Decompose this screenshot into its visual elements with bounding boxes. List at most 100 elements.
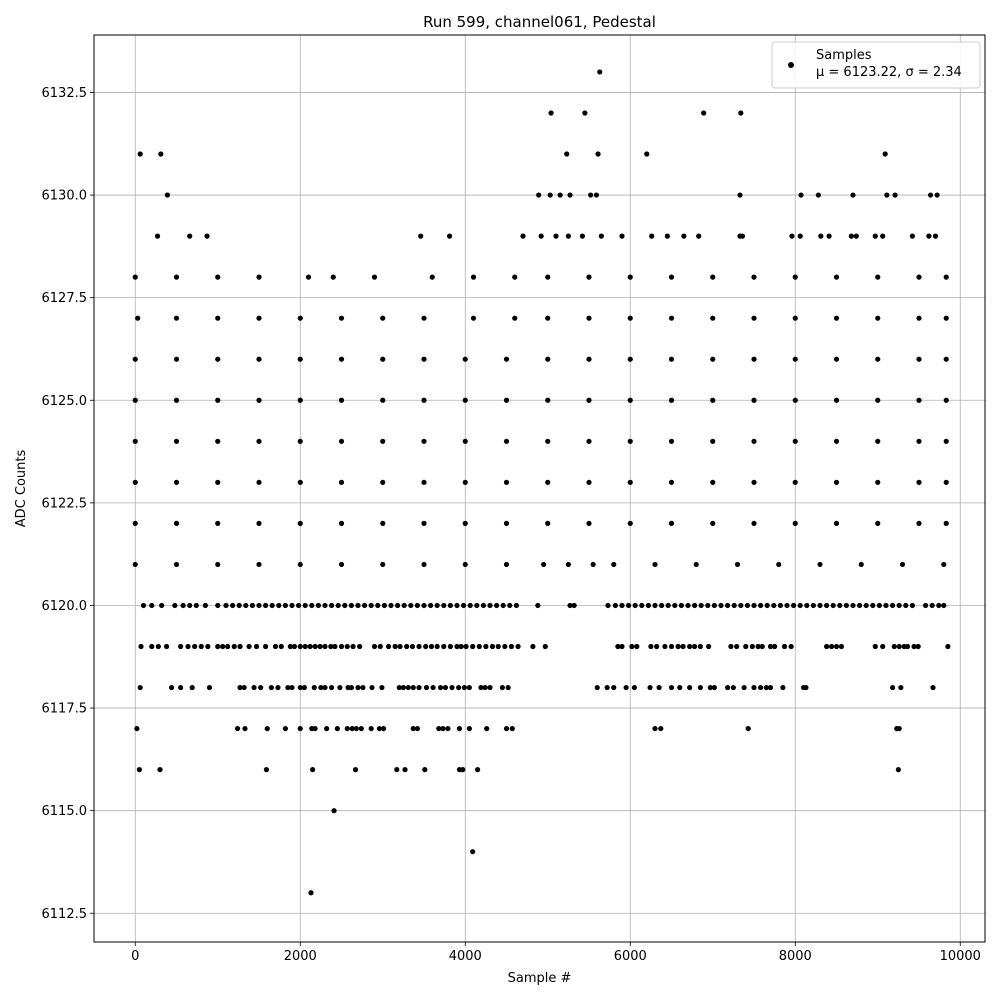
sample-point	[696, 233, 702, 239]
sample-point	[627, 438, 633, 444]
sample-point	[615, 643, 621, 650]
sample-point	[857, 602, 863, 609]
sample-point	[833, 356, 840, 362]
sample-point	[157, 767, 163, 773]
sample-point	[711, 684, 718, 691]
sample-point	[623, 684, 629, 691]
sample-point	[337, 684, 343, 691]
sample-point	[664, 233, 670, 239]
sample-point	[132, 479, 138, 485]
sample-point	[943, 397, 949, 403]
y-tick-label: 6122.5	[42, 496, 88, 511]
sample-point	[380, 725, 387, 732]
sample-point	[764, 602, 770, 609]
sample-point	[833, 315, 840, 321]
x-axis-label: Sample #	[508, 971, 572, 986]
sample-point	[512, 315, 518, 321]
sample-point	[503, 356, 510, 362]
y-tick-label: 6132.5	[42, 86, 88, 101]
sample-point	[329, 602, 335, 609]
sample-point	[215, 643, 221, 650]
sample-point	[692, 643, 698, 650]
y-tick-label: 6130.0	[42, 189, 88, 204]
sample-point	[172, 602, 178, 609]
x-tick-label: 8000	[779, 949, 812, 964]
sample-point	[282, 725, 288, 732]
sample-point	[792, 274, 798, 280]
sample-point	[797, 233, 803, 239]
sample-point	[772, 643, 778, 650]
sample-point	[767, 684, 774, 691]
sample-point	[462, 479, 468, 485]
sample-point	[701, 110, 707, 116]
sample-point	[515, 643, 521, 650]
sample-point	[672, 602, 678, 609]
sample-point	[423, 684, 430, 691]
sample-point	[564, 151, 570, 157]
sample-point	[685, 602, 691, 609]
sample-point	[285, 684, 291, 691]
sample-point	[470, 643, 476, 650]
sample-point	[508, 643, 515, 650]
sample-point	[710, 438, 716, 444]
sample-point	[880, 643, 886, 650]
sample-point	[943, 274, 949, 280]
sample-point	[302, 643, 308, 650]
sample-point	[883, 602, 889, 609]
sample-point	[697, 684, 703, 691]
sample-point	[256, 561, 262, 568]
sample-point	[629, 643, 635, 650]
sample-point	[512, 274, 518, 280]
sample-point	[535, 602, 541, 609]
sample-point	[745, 725, 751, 732]
sample-point	[665, 602, 671, 609]
sample-point	[215, 438, 221, 444]
sample-point	[297, 356, 303, 362]
sample-point	[698, 602, 704, 609]
sample-point	[421, 520, 427, 526]
sample-point	[687, 684, 693, 691]
sample-point	[751, 315, 757, 321]
sample-point	[421, 479, 427, 485]
sample-point	[797, 602, 803, 609]
sample-point	[718, 602, 724, 609]
sample-point	[495, 643, 501, 650]
sample-point	[421, 356, 427, 362]
sample-point	[792, 356, 798, 362]
sample-point	[380, 479, 386, 485]
sample-point	[397, 643, 403, 650]
sample-point	[173, 356, 180, 362]
sample-point	[380, 315, 386, 321]
x-ticks: 0 2000 4000 6000 8000 10000	[131, 942, 981, 964]
sample-point	[134, 725, 140, 732]
sample-point	[767, 643, 774, 650]
sample-point	[460, 767, 466, 773]
sample-point	[553, 233, 559, 239]
sample-point	[258, 684, 264, 691]
sample-point	[441, 643, 447, 650]
sample-point	[810, 602, 817, 609]
sample-point	[334, 725, 340, 732]
sample-point	[140, 602, 147, 609]
sample-point	[710, 479, 716, 485]
sample-point	[338, 479, 345, 485]
sample-point	[396, 684, 402, 691]
sample-point	[243, 602, 249, 609]
sample-point	[388, 602, 394, 609]
sample-point	[256, 356, 262, 362]
sample-point	[352, 767, 359, 773]
sample-point	[149, 643, 155, 650]
sample-point	[380, 438, 386, 444]
sample-point	[377, 643, 383, 650]
sample-point	[263, 767, 270, 773]
sample-point	[348, 684, 354, 691]
sample-point	[434, 602, 440, 609]
sample-point	[328, 643, 334, 650]
sample-point	[331, 808, 337, 814]
sample-point	[275, 684, 281, 691]
sample-point	[916, 274, 922, 280]
sample-point	[159, 602, 165, 609]
sample-point	[565, 561, 571, 568]
sample-point	[422, 767, 428, 773]
sample-point	[751, 397, 757, 403]
